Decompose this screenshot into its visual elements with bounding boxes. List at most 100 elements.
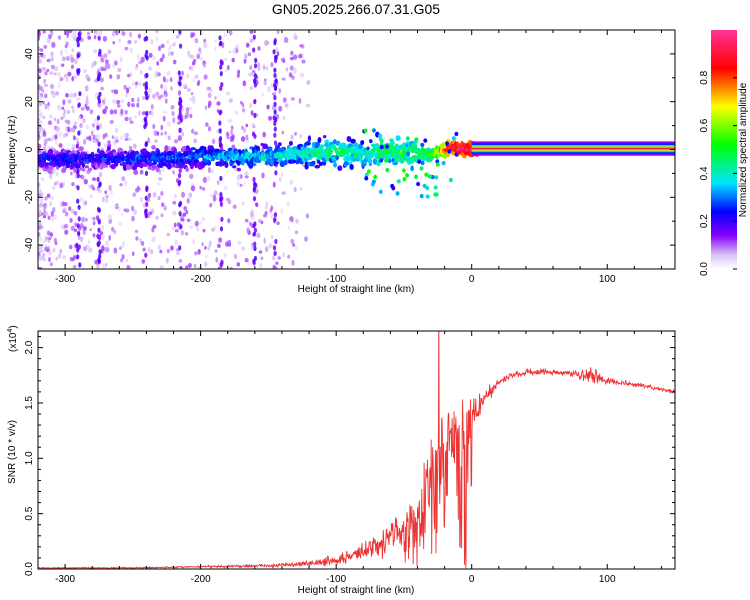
spectrogram-noise-cell [154,139,158,143]
spectrogram-noise-cell [120,99,125,104]
spectrogram-noise-cell [101,233,105,240]
spectrogram-noise-cell [152,191,157,198]
spectrogram-ridge-cell [277,142,282,147]
spectrogram-noise-cell [68,244,73,250]
spectrogram-streak-cell [219,85,223,91]
spectrogram-ridge-cell [324,142,329,147]
spectrogram-noise-cell [134,115,137,119]
spectrogram-noise-cell [39,198,44,204]
x-tick-label: -200 [191,274,211,285]
spectrogram-noise-cell [203,42,208,49]
spectrogram-streak-cell [273,82,277,88]
spectrogram-noise-cell [104,132,108,138]
spectrogram-streak-cell [179,43,183,49]
spectrogram-noise-cell [176,34,180,39]
spectrogram-noise-cell [290,134,294,140]
spectrogram-noise-cell [249,65,253,70]
spectrogram-noise-cell [102,97,107,101]
spectrogram-noise-cell [61,63,65,67]
spectrogram-noise-cell [70,34,75,38]
spectrogram-ridge-cell [255,145,260,151]
spectrogram-noise-cell [190,65,194,72]
spectrogram-noise-cell [86,124,89,130]
spectrogram-ridge-cell [332,139,337,145]
spectrogram-blob-cell [451,136,456,141]
spectrogram-noise-cell [127,40,132,44]
spectrogram-streak-cell [98,249,102,255]
spectrogram-noise-cell [121,253,125,260]
spectrogram-noise-cell [159,265,164,269]
spectrogram-noise-cell [71,258,75,262]
spectrogram-noise-cell [134,40,137,44]
spectrogram-blob-cell [416,181,421,187]
spectrogram-noise-cell [191,95,196,102]
colorbar-tick-label: 0.4 [699,166,710,180]
spectrogram-noise-cell [180,229,184,236]
spectrogram-streak-cell [144,118,148,124]
spectrogram-noise-cell [46,193,51,198]
spectrogram-noise-cell [182,83,187,88]
spectrogram-noise-cell [139,69,143,75]
spectrogram-blob-cell [406,154,410,160]
spectrogram-noise-cell [134,65,138,71]
spectrogram-noise-cell [194,37,199,44]
spectrogram-blob-cell [406,151,411,156]
spectrogram-noise-cell [101,245,105,252]
spectrogram-noise-cell [174,229,179,233]
spectrogram-noise-cell [283,37,289,44]
spectrogram-noise-cell [47,236,52,241]
spectrogram-noise-cell [125,132,129,138]
spectrogram-ridge-cell [319,144,325,148]
spectrogram-noise-cell [194,251,198,256]
spectrogram-noise-cell [46,68,50,72]
spectrogram-noise-cell [53,168,56,174]
spectrogram-noise-cell [208,240,212,247]
spectrogram-streak-cell [77,130,81,136]
spectrogram-streak-cell [273,109,277,115]
spectrogram-streak-cell [77,230,81,236]
spectrogram-noise-cell [109,119,114,124]
spectrogram-blob-cell [387,158,392,164]
spectrogram-noise-cell [92,221,96,226]
spectrogram-ridge-cell [271,150,275,156]
spectrogram-noise-cell [87,35,92,40]
spectrogram-noise-cell [122,133,126,138]
spectrogram-noise-cell [94,134,98,139]
spectrogram-noise-cell [57,104,61,111]
spectrogram-noise-cell [50,57,54,62]
y-tick-label: 0 [24,146,35,152]
spectrogram-noise-cell [112,63,116,68]
spectrogram-streak-cell [252,258,256,264]
spectrogram-noise-cell [100,58,105,63]
spectrogram-noise-cell [304,236,308,242]
spectrogram-ridge-cell [87,167,93,172]
spectrogram-noise-cell [276,51,280,57]
spectrogram-noise-cell [184,232,189,236]
spectrogram-noise-cell [230,129,233,136]
spectrogram-streak-cell [145,72,149,78]
spectrogram-noise-cell [113,109,118,115]
spectrogram-blob-cell [405,173,410,178]
spectrogram-noise-cell [38,266,43,269]
spectrogram-noise-cell [71,65,74,69]
spectrogram-ridge-cell [232,165,237,169]
spectrogram-noise-cell [105,59,109,65]
spectrogram-noise-cell [141,259,146,264]
spectrogram-noise-cell [129,47,133,54]
spectrogram-blob-cell [433,185,438,190]
spectrogram-streak-cell [76,254,80,260]
spectrogram-noise-cell [105,198,109,204]
spectrogram-ridge-cell [224,161,229,168]
spectrogram-noise-cell [42,30,46,34]
spectrogram-noise-cell [141,111,147,116]
spectrogram-noise-cell [186,197,190,204]
spectrogram-noise-cell [175,251,180,256]
spectrogram-noise-cell [231,134,235,140]
spectrogram-ridge-cell [164,145,169,152]
spectrogram-noise-cell [85,244,90,250]
spectrogram-streak-cell [219,41,223,47]
spectrogram-noise-cell [294,230,299,235]
spectrogram-noise-cell [61,106,65,110]
spectrogram-noise-cell [61,209,66,214]
